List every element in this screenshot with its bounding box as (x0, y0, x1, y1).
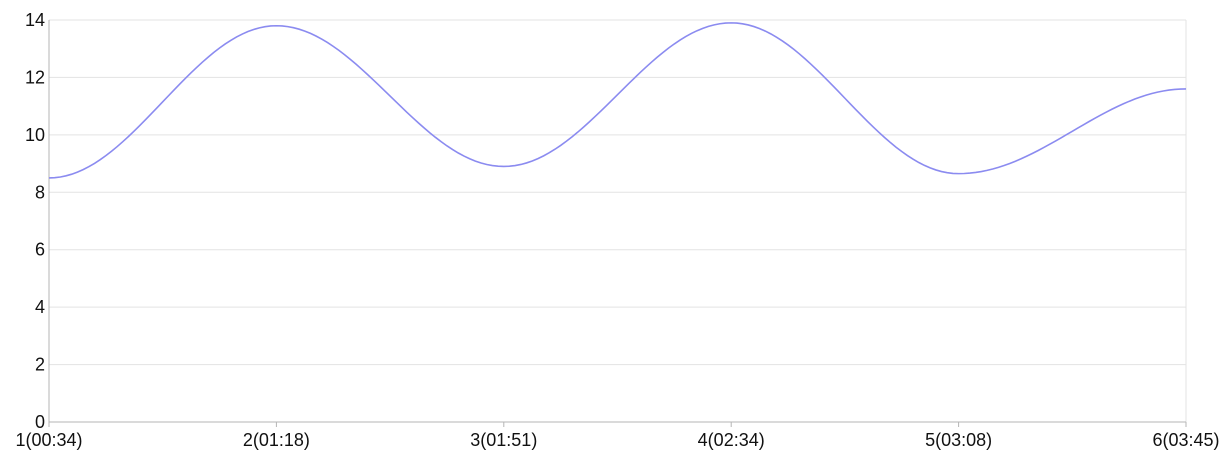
y-tick-label: 10 (25, 125, 45, 145)
y-tick-label: 12 (25, 67, 45, 87)
series-layer (48, 22, 1187, 179)
tick-labels: 0 2 4 6 8 10 12 14 1(00:34) 2(01:18) 3(01:51) 4(02:… (15, 10, 1219, 450)
x-tick-label: 2(01:18) (243, 430, 310, 450)
y-tick-label: 8 (35, 182, 45, 202)
x-tick-label: 3(01:51) (470, 430, 537, 450)
y-tick-label: 6 (35, 240, 45, 260)
y-tick-label: 14 (25, 10, 45, 30)
y-tick-label: 2 (35, 355, 45, 375)
y-tick-label: 4 (35, 297, 45, 317)
x-tick-label: 5(03:08) (925, 430, 992, 450)
y-tick-label: 0 (35, 412, 45, 432)
axes (48, 20, 1187, 427)
series-line (48, 22, 1187, 179)
x-tick-label: 6(03:45) (1152, 430, 1219, 450)
x-tick-label: 1(00:34) (15, 430, 82, 450)
gridlines (49, 19, 1187, 422)
x-tick-label: 4(02:34) (698, 430, 765, 450)
